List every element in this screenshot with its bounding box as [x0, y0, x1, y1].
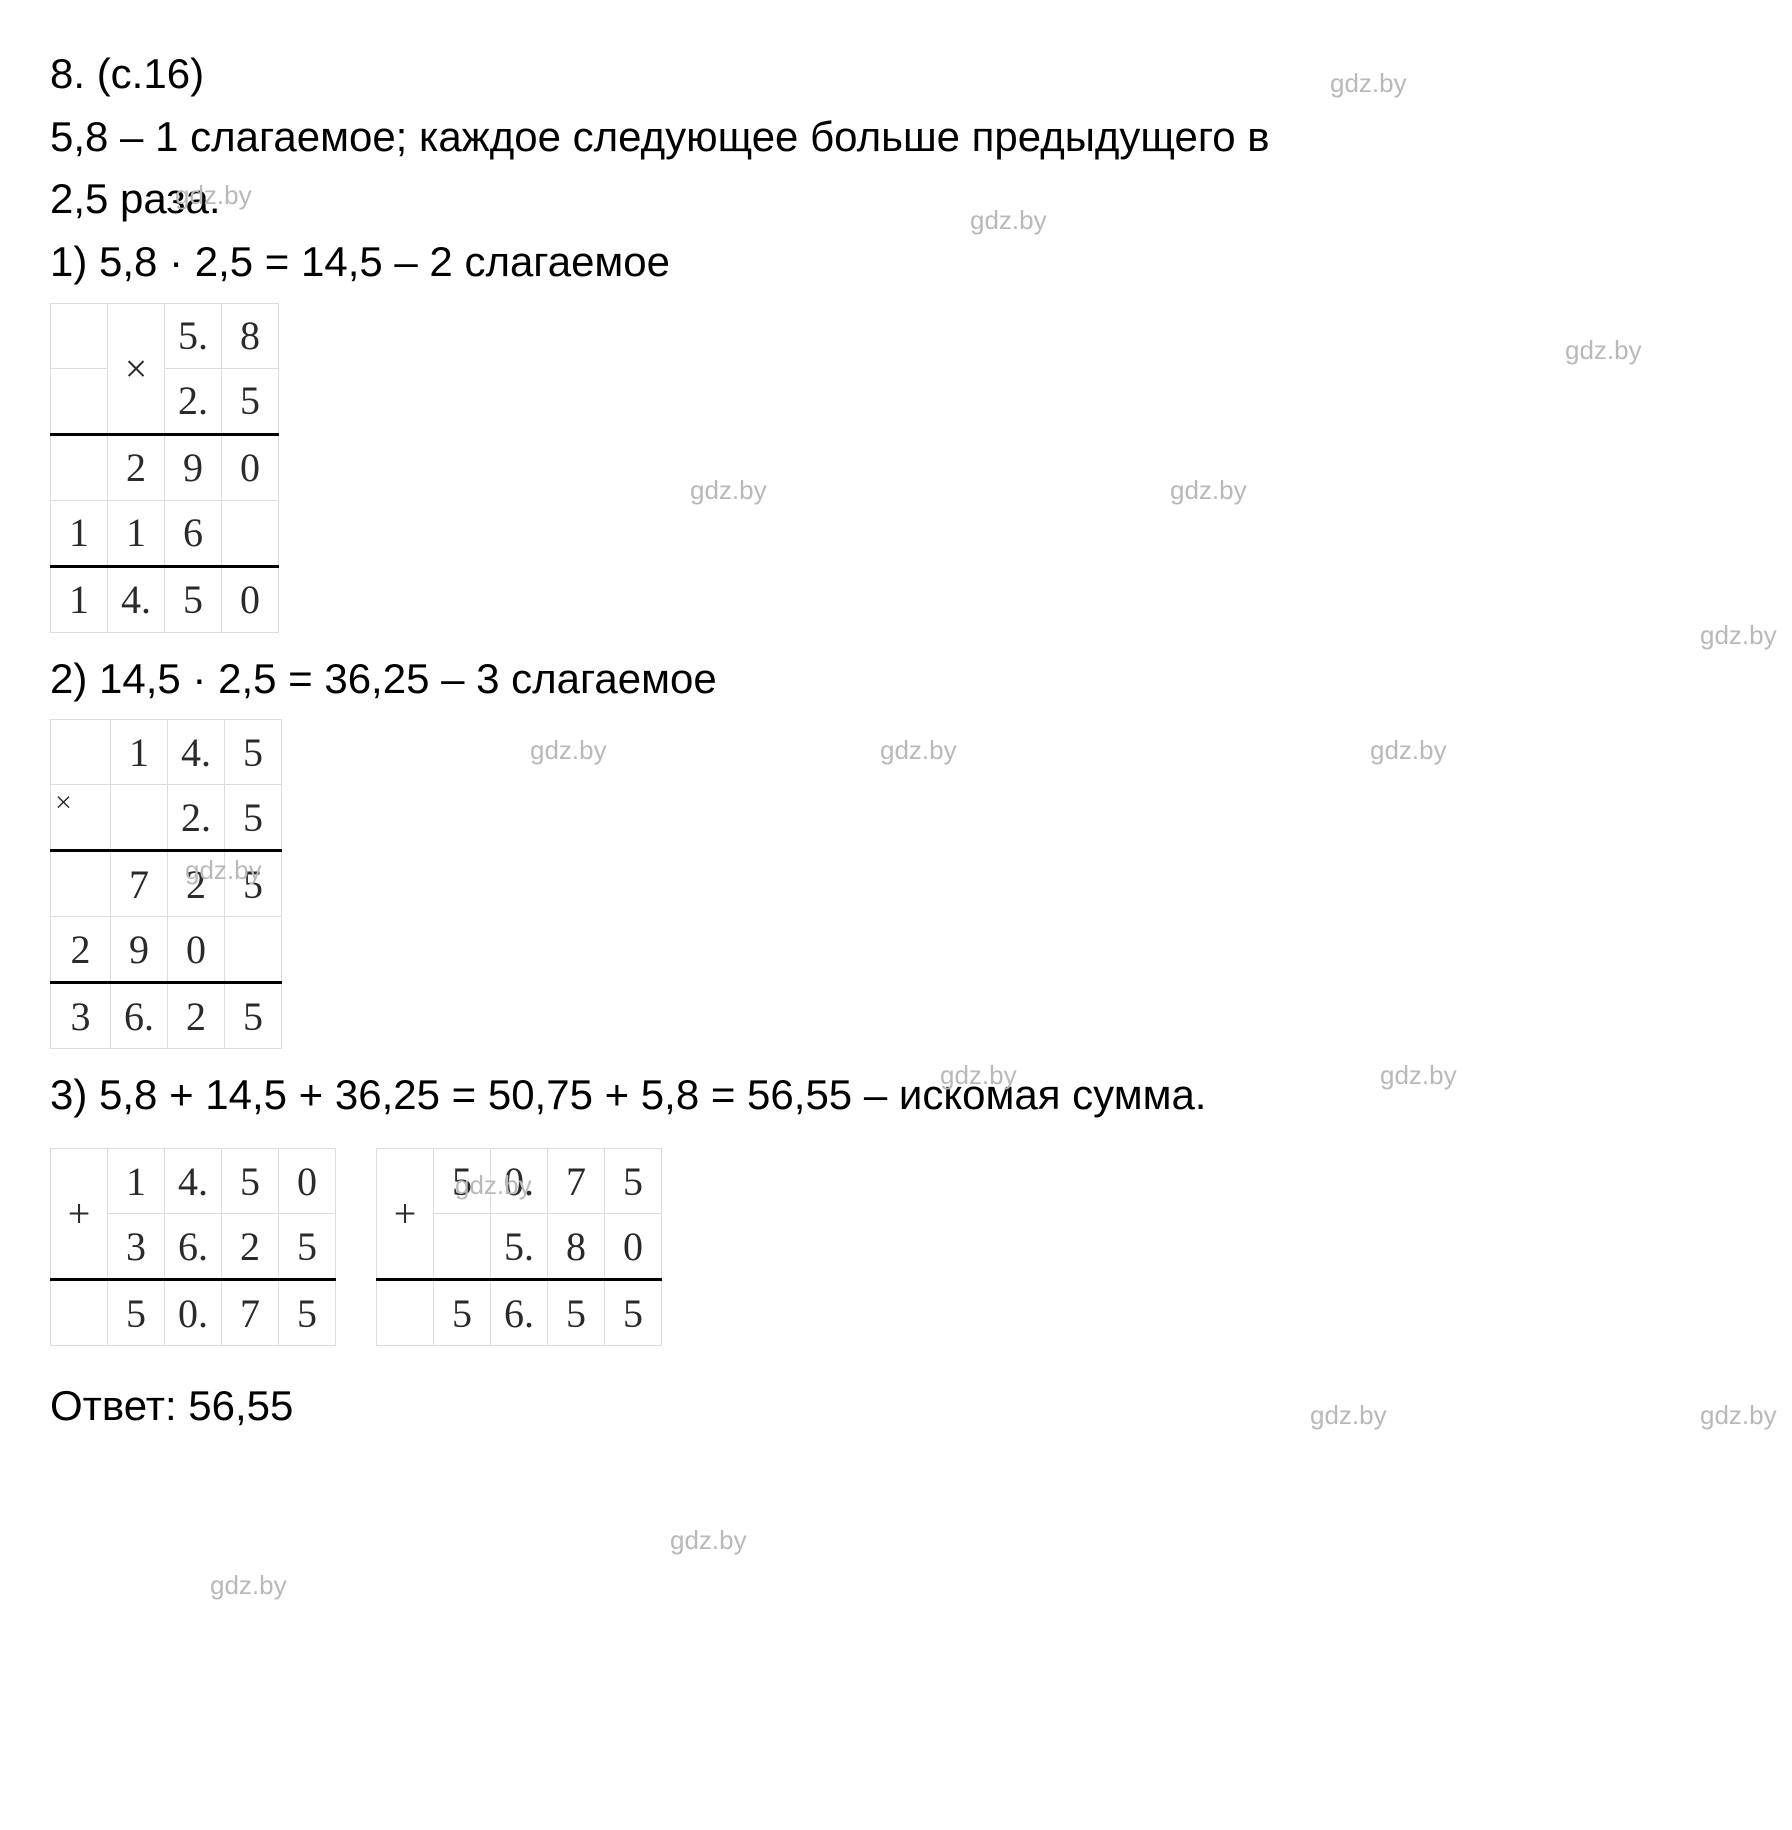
calc-cell: 5 — [279, 1280, 336, 1346]
calc-cell: 2. — [165, 368, 222, 434]
calc-cell: 0 — [222, 566, 279, 632]
calc-cell: 1 — [51, 500, 108, 566]
calc-cell: 5 — [222, 1149, 279, 1214]
calc-cell: 3 — [108, 1214, 165, 1280]
calc-cell: 3 — [51, 983, 111, 1049]
calc-cell: 7 — [111, 851, 168, 917]
watermark: gdz.by — [210, 1570, 287, 1601]
calc-cell: 8 — [548, 1214, 605, 1280]
calc-cell: 0 — [605, 1214, 662, 1280]
calc-cell: 5 — [225, 851, 282, 917]
calc-cell — [225, 917, 282, 983]
calc-cell: 9 — [165, 434, 222, 500]
problem-ref: 8. (с.16) — [50, 46, 1742, 103]
calc-cell: 2. — [168, 785, 225, 851]
calc-cell: 5. — [165, 303, 222, 368]
step3-addition-table-b: +50.755.8056.55 — [376, 1148, 662, 1346]
calc-cell — [51, 851, 111, 917]
calc-cell: 0 — [222, 434, 279, 500]
calc-cell: 5 — [548, 1280, 605, 1346]
calc-cell — [51, 434, 108, 500]
calc-cell: 4. — [108, 566, 165, 632]
watermark: gdz.by — [1565, 335, 1642, 366]
watermark: gdz.by — [690, 475, 767, 506]
watermark: gdz.by — [1700, 620, 1777, 651]
watermark: gdz.by — [880, 735, 957, 766]
calc-cell: 6. — [111, 983, 168, 1049]
calc-cell: 7 — [222, 1280, 279, 1346]
calc-cell: 5 — [605, 1149, 662, 1214]
calc-cell: 1 — [51, 566, 108, 632]
calc-cell: 5 — [434, 1149, 491, 1214]
calc-cell: 4. — [165, 1149, 222, 1214]
step2-multiplication-table: 14.5×2.572529036.25 — [50, 719, 282, 1049]
step3-text: 3) 5,8 + 14,5 + 36,25 = 50,75 + 5,8 = 56… — [50, 1067, 1742, 1124]
calc-cell: 2 — [108, 434, 165, 500]
calc-cell — [51, 368, 108, 434]
step1-text: 1) 5,8 · 2,5 = 14,5 – 2 слагаемое — [50, 234, 1742, 291]
page-root: 8. (с.16) 5,8 – 1 слагаемое; каждое след… — [0, 0, 1792, 1830]
calc-cell: 6. — [165, 1214, 222, 1280]
watermark: gdz.by — [670, 1525, 747, 1556]
calc-cell: 5 — [225, 983, 282, 1049]
calc-cell: 7 — [548, 1149, 605, 1214]
watermark: gdz.by — [1170, 475, 1247, 506]
calc-cell — [51, 720, 111, 785]
calc-cell — [111, 785, 168, 851]
step2-text: 2) 14,5 · 2,5 = 36,25 – 3 слагаемое — [50, 651, 1742, 708]
calc-cell: 2 — [168, 983, 225, 1049]
operation-sign: × — [51, 785, 111, 851]
answer-text: Ответ: 56,55 — [50, 1378, 1742, 1435]
watermark: gdz.by — [1370, 735, 1447, 766]
step3-addition-table-a: +14.5036.2550.75 — [50, 1148, 336, 1346]
calc-cell: 5 — [225, 785, 282, 851]
calc-cell — [434, 1214, 491, 1280]
calc-cell — [377, 1280, 434, 1346]
intro-line-1: 5,8 – 1 слагаемое; каждое следующее боль… — [50, 109, 1742, 166]
calc-cell — [222, 500, 279, 566]
intro-line-2: 2,5 раза. — [50, 171, 1742, 228]
step3-tables-row: +14.5036.2550.75 +50.755.8056.55 — [50, 1136, 1742, 1364]
calc-cell: 5 — [225, 720, 282, 785]
calc-cell: 9 — [111, 917, 168, 983]
calc-cell: 5 — [434, 1280, 491, 1346]
calc-cell: 5 — [108, 1280, 165, 1346]
calc-cell — [51, 303, 108, 368]
calc-cell: 6 — [165, 500, 222, 566]
calc-cell: 1 — [111, 720, 168, 785]
calc-cell — [51, 1280, 108, 1346]
calc-cell: 0 — [279, 1149, 336, 1214]
calc-cell: 5 — [222, 368, 279, 434]
calc-cell: 2 — [51, 917, 111, 983]
calc-cell: 6. — [491, 1280, 548, 1346]
calc-cell: 5. — [491, 1214, 548, 1280]
calc-cell: 1 — [108, 1149, 165, 1214]
calc-cell: 4. — [168, 720, 225, 785]
calc-cell: 2 — [168, 851, 225, 917]
calc-cell: 1 — [108, 500, 165, 566]
calc-cell: 8 — [222, 303, 279, 368]
calc-cell: 5 — [165, 566, 222, 632]
calc-cell: 5 — [605, 1280, 662, 1346]
watermark: gdz.by — [530, 735, 607, 766]
calc-cell: 0. — [491, 1149, 548, 1214]
calc-cell: 2 — [222, 1214, 279, 1280]
operation-sign: + — [51, 1149, 108, 1280]
operation-sign: × — [108, 303, 165, 434]
calc-cell: 0. — [165, 1280, 222, 1346]
operation-sign: + — [377, 1149, 434, 1280]
calc-cell: 5 — [279, 1214, 336, 1280]
step1-multiplication-table: ×5.82.529011614.50 — [50, 303, 279, 633]
calc-cell: 0 — [168, 917, 225, 983]
